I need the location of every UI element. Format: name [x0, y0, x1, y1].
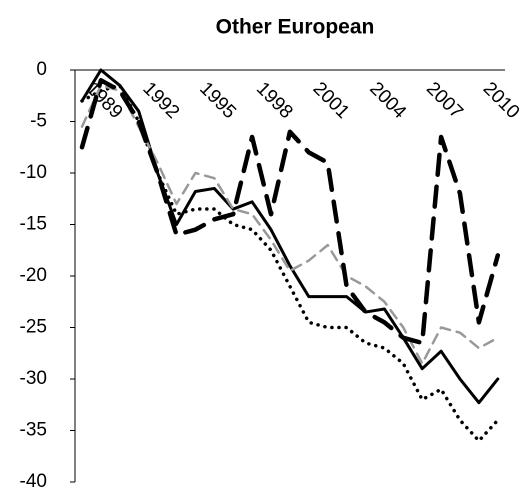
line-series	[79, 78, 501, 346]
y-tick-label: -20	[20, 265, 47, 286]
chart-title: Other European	[216, 16, 375, 39]
x-tick-label: 2010	[479, 78, 521, 123]
line-series	[80, 83, 500, 443]
x-tick-label: 1998	[252, 78, 297, 123]
y-tick-label: -25	[20, 317, 47, 338]
x-tick-label: 1992	[139, 78, 184, 123]
y-tick-label: -40	[20, 471, 47, 492]
y-tick-label: -10	[20, 162, 47, 183]
y-tick-label: 0	[36, 59, 47, 80]
y-tick-label: -35	[20, 420, 47, 441]
x-tick-label: 2007	[422, 78, 467, 123]
y-tick-label: -15	[20, 214, 47, 235]
x-tick-label: 1995	[195, 78, 240, 123]
y-tick-label: -5	[30, 111, 47, 132]
y-tick-label: -30	[20, 368, 47, 389]
line-series	[80, 84, 500, 365]
x-tick-label: 2004	[365, 78, 410, 123]
line-series	[80, 68, 500, 405]
x-tick-label: 2001	[309, 78, 354, 123]
